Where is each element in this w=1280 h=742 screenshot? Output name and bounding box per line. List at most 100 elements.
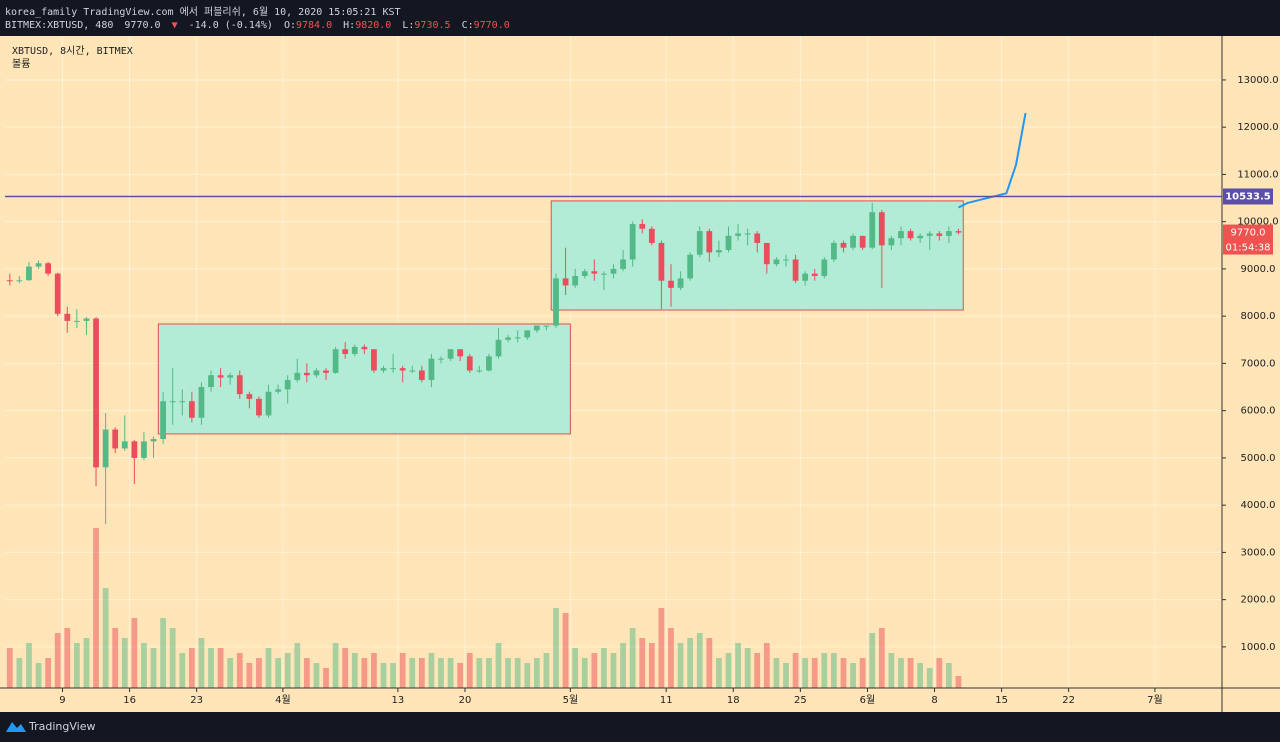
- volume-bar: [850, 663, 856, 688]
- x-tick-label: 25: [794, 695, 807, 706]
- footer-bg: [0, 712, 1280, 742]
- candle-body: [45, 263, 51, 274]
- range-box: [157, 323, 571, 435]
- volume-bar: [907, 658, 914, 688]
- volume-bar: [524, 663, 531, 688]
- candle-body: [601, 273, 607, 275]
- candle-body: [754, 233, 761, 243]
- volume-bar: [160, 618, 166, 688]
- x-tick-label: 20: [459, 695, 472, 706]
- candle-body: [898, 231, 904, 239]
- volume-bar: [418, 658, 425, 688]
- volume-bar: [457, 663, 464, 688]
- volume-bar: [658, 608, 665, 688]
- x-tick-label: 11: [660, 695, 673, 706]
- change-arrow: ▼: [172, 20, 178, 31]
- candle-body: [648, 228, 655, 243]
- candle-body: [141, 441, 147, 458]
- y-tick-label: 7000.0: [1241, 358, 1276, 369]
- candle-body: [907, 231, 914, 239]
- volume-bar: [687, 638, 694, 688]
- candle-body: [217, 375, 224, 378]
- volume-bar: [188, 648, 195, 688]
- volume-bar: [773, 658, 780, 688]
- volume-bar: [303, 658, 310, 688]
- candle-body: [179, 401, 186, 403]
- x-tick-label: 6월: [860, 694, 876, 706]
- volume-bar: [744, 648, 751, 688]
- volume-bar: [763, 643, 770, 688]
- candle-body: [418, 370, 425, 380]
- volume-bar: [783, 663, 789, 688]
- volume-bar: [265, 648, 272, 688]
- volume-bar: [514, 658, 521, 688]
- y-tick-label: 1000.0: [1241, 642, 1276, 653]
- volume-bar: [371, 653, 377, 688]
- volume-bar: [294, 643, 301, 688]
- volume-bar: [380, 663, 387, 688]
- volume-bar: [668, 628, 674, 688]
- volume-bar: [399, 653, 406, 688]
- last-price-badge: [1223, 224, 1273, 255]
- header-title: korea_family TradingView.com 에서 퍼블리쉬, 6월…: [5, 6, 401, 18]
- h-label: H:: [343, 20, 355, 31]
- l-label: L:: [402, 20, 414, 31]
- candle-body: [763, 242, 770, 265]
- x-tick-label: 22: [1062, 695, 1075, 706]
- volume-bar: [26, 643, 32, 688]
- volume-bar: [313, 663, 320, 688]
- logo-icon: [6, 722, 26, 732]
- volume-bar: [275, 658, 281, 688]
- candle-body: [35, 263, 42, 267]
- candle-body: [476, 370, 483, 372]
- candle-body: [438, 358, 444, 360]
- volume-bar: [332, 643, 339, 688]
- l-value: 9730.5: [414, 20, 450, 31]
- candle-body: [486, 356, 492, 371]
- volume-bar: [466, 653, 473, 688]
- candle-body: [323, 370, 329, 373]
- candle-body: [936, 233, 943, 236]
- candle-body: [380, 368, 387, 371]
- hline-label: 10533.5: [1225, 191, 1271, 202]
- candle-body: [64, 313, 71, 321]
- volume-bar: [246, 663, 253, 688]
- x-tick-label: 7월: [1147, 694, 1163, 706]
- candle-body: [840, 242, 847, 248]
- countdown: 01:54:38: [1226, 243, 1271, 254]
- volume-bar: [706, 638, 713, 688]
- candle-body: [533, 325, 540, 331]
- volume-bar: [754, 653, 761, 688]
- volume-bar: [342, 648, 349, 688]
- volume-bar: [169, 628, 176, 688]
- candle-body: [93, 318, 99, 468]
- candle-body: [54, 273, 61, 314]
- volume-bar: [629, 628, 636, 688]
- y-tick-label: 4000.0: [1241, 500, 1276, 511]
- volume-bar: [486, 658, 492, 688]
- volume-bar: [917, 663, 924, 688]
- candle-body: [342, 349, 349, 354]
- candle-body: [802, 273, 809, 281]
- candle-body: [514, 337, 521, 339]
- symbol: BITMEX:XBTUSD, 480 9770.0 ▼ -14.0 (-0.14…: [5, 20, 510, 31]
- volume-bar: [601, 648, 607, 688]
- volume-bar: [102, 588, 109, 688]
- candle-body: [409, 370, 416, 372]
- volume-bar: [696, 633, 703, 688]
- volume-bar: [236, 653, 243, 688]
- candle-body: [265, 391, 272, 416]
- volume-bar: [6, 648, 13, 688]
- candle-body: [869, 212, 876, 248]
- volume-bar: [198, 638, 205, 688]
- volume-bar: [428, 653, 435, 688]
- candle-body: [783, 259, 789, 261]
- y-tick-label: 9000.0: [1241, 264, 1276, 275]
- candle-body: [658, 242, 665, 281]
- change: -14.0 (-0.14%): [189, 20, 273, 31]
- candle-body: [121, 441, 128, 449]
- x-tick-label: 15: [995, 695, 1008, 706]
- volume-bar: [141, 643, 147, 688]
- candle-body: [543, 325, 550, 327]
